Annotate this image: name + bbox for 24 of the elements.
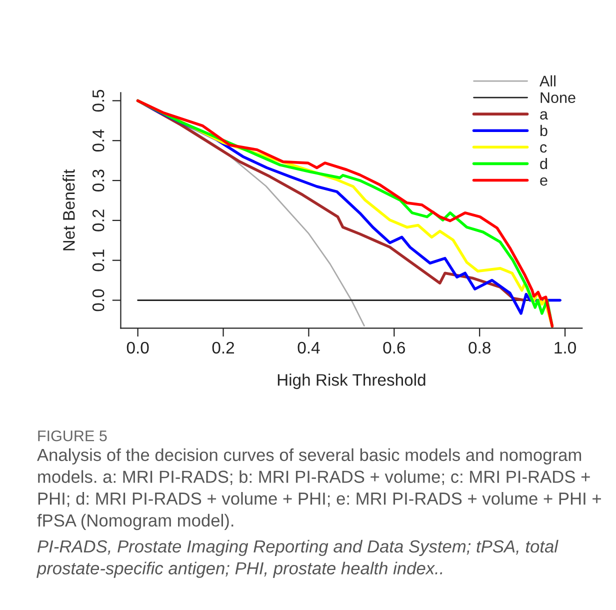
legend-label: d: [540, 158, 547, 170]
text: Analysis of the decision curves of several basic models and nomogram models. a: MRI PI-RADS; b: MRI PI-RADS + volume; c: MRI PI-RADS + PHI; d: MRI PI-RADS + volume + PHI; e: MRI PI-RADS + volume + PHI + fPSA (Nomogram model).: [36, 448, 601, 530]
y-tick-label: 0.3: [92, 170, 104, 192]
x-tick-label: 0.8: [468, 342, 490, 354]
x-tick-label: 0.0: [126, 342, 149, 354]
legend-label: e: [540, 177, 548, 186]
text: PI-RADS, Prostate Imaging Reporting and Data System; tPSA, total prostate-specific antigen; PHI, prostate health index..: [36, 540, 558, 578]
y-tick-label: 0.0: [92, 289, 104, 312]
legend-label: None: [540, 92, 576, 104]
x-tick-label: 0.4: [298, 342, 320, 354]
x-axis-title: High Risk Threshold: [278, 374, 426, 390]
legend-label: All: [540, 75, 556, 86]
y-tick-label: 0.4: [92, 130, 104, 152]
x-tick-label: 0.2: [212, 342, 234, 354]
legend-label: a: [540, 111, 548, 120]
x-tick-label: 1.0: [554, 342, 576, 354]
caption: FIGURE 5: [38, 430, 107, 442]
y-tick-label: 0.5: [92, 90, 104, 112]
legend-label: c: [540, 144, 547, 153]
x-tick-label: 0.6: [383, 342, 405, 354]
y-tick-label: 0.1: [92, 250, 104, 272]
y-axis-title: Net Benefit: [62, 169, 75, 250]
legend-label: b: [540, 124, 548, 136]
y-tick-label: 0.2: [92, 210, 104, 232]
